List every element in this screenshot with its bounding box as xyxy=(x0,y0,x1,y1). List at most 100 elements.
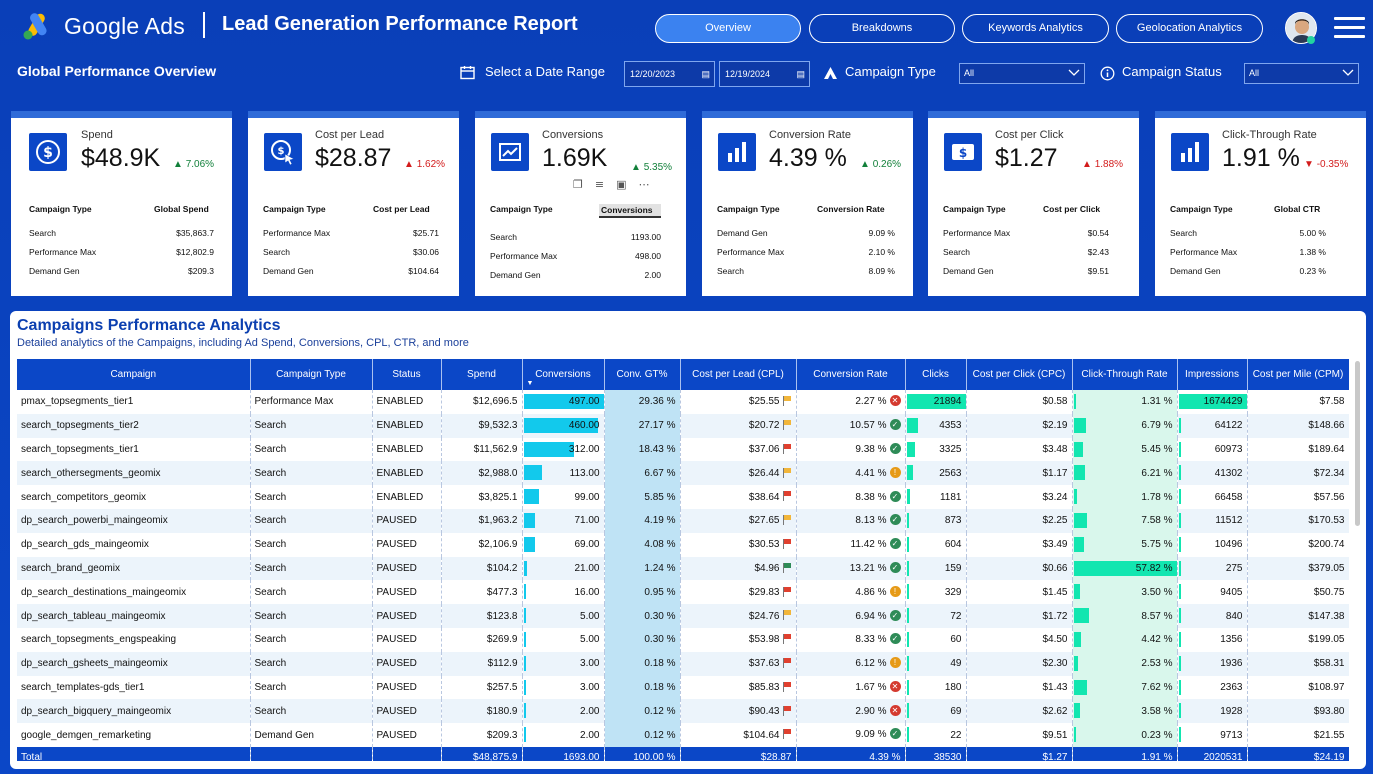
more-options-icon[interactable]: ⋯ xyxy=(638,178,662,191)
date-picker-icon[interactable]: ▤ xyxy=(796,69,805,79)
campaign-status-select[interactable]: All xyxy=(1244,63,1359,84)
report-title: Lead Generation Performance Report xyxy=(222,13,578,35)
visual-toolbar[interactable]: ❐≡▣⋯ xyxy=(573,178,662,191)
col-header-campaign[interactable]: Campaign xyxy=(17,359,251,390)
conversion-rate-cell: 4.41 %! xyxy=(796,461,906,486)
conversions-cell-bar xyxy=(523,679,526,695)
ctr-cell-bar xyxy=(1073,679,1088,695)
col-header-status[interactable]: Status xyxy=(372,359,442,390)
nav-breakdowns-button[interactable]: Breakdowns xyxy=(809,14,955,43)
hamburger-menu-icon[interactable] xyxy=(1334,17,1365,39)
kpi-value: 1.91 % xyxy=(1222,144,1300,172)
campaigns-table-container[interactable]: Campaign Campaign Type Status Spend Conv… xyxy=(17,359,1349,761)
col-header-conversion-rate[interactable]: Conversion Rate xyxy=(796,359,906,390)
table-row[interactable]: dp_search_destinations_maingeomix Search P… xyxy=(17,580,1349,605)
table-row[interactable]: search_topsegments_tier1 Search ENABLED $11… xyxy=(17,437,1349,462)
cpc-cell: $1.72 xyxy=(966,604,1073,628)
clicks-cell: 49 xyxy=(905,651,967,676)
focus-mode-icon[interactable]: ▣ xyxy=(616,178,639,191)
table-row[interactable]: search_topsegments_tier2 Search ENABLED $9,… xyxy=(17,413,1349,438)
campaign-type-cell: Search xyxy=(250,675,373,700)
table-row[interactable]: search_othersegments_geomix Search ENABLED… xyxy=(17,461,1349,486)
nav-overview-button[interactable]: Overview xyxy=(655,14,801,43)
conv-gt-cell: 0.12 % xyxy=(604,699,681,724)
clicks-cell: 604 xyxy=(905,532,967,557)
check-circle-icon: ✓ xyxy=(889,538,901,550)
campaigns-table: Campaign Campaign Type Status Spend Conv… xyxy=(17,359,1349,761)
impressions-cell: 275 xyxy=(1177,556,1248,581)
date-picker-icon[interactable]: ▤ xyxy=(701,69,710,79)
ctr-cell: 57.82 % xyxy=(1072,556,1178,581)
cpl-cell: $25.55 xyxy=(680,390,797,414)
table-row[interactable]: dp_search_gds_maingeomix Search PAUSED $2,1… xyxy=(17,532,1349,557)
campaign-name-cell: search_topsegments_tier2 xyxy=(17,413,251,438)
table-row[interactable]: google_demgen_remarketing Demand Gen PAUSE… xyxy=(17,723,1349,747)
col-header-impressions[interactable]: Impressions xyxy=(1177,359,1248,390)
ctr-cell: 3.50 % xyxy=(1072,580,1178,605)
kpi-change: ▲ 1.88% xyxy=(1082,159,1124,170)
kpi-title: Conversions xyxy=(542,129,604,141)
ctr-cell-bar xyxy=(1073,727,1076,743)
cpl-cell: $53.98 xyxy=(680,627,797,652)
col-header-spend[interactable]: Spend xyxy=(441,359,523,390)
table-row[interactable]: pmax_topsegments_tier1 Performance Max ENA… xyxy=(17,390,1349,414)
conversions-cell-bar xyxy=(523,631,526,647)
kpi-title: Conversion Rate xyxy=(769,129,851,141)
table-row[interactable]: search_brand_geomix Search PAUSED $104.2 21.… xyxy=(17,556,1349,581)
date-start-input[interactable]: 12/20/2023 ▤ xyxy=(624,61,715,87)
ctr-cell: 0.23 % xyxy=(1072,723,1178,747)
copy-icon[interactable]: ❐ xyxy=(573,178,595,191)
cpl-cell: $24.76 xyxy=(680,604,797,628)
table-row[interactable]: dp_search_bigquery_maingeomix Search PAUSE… xyxy=(17,699,1349,724)
conversions-cell: 99.00 xyxy=(522,485,605,509)
kpi-value: 1.69K xyxy=(542,144,608,172)
flag-icon xyxy=(782,610,792,621)
table-row[interactable]: search_competitors_geomix Search ENABLED $3… xyxy=(17,485,1349,509)
campaign-type-cell: Demand Gen xyxy=(250,723,373,747)
impressions-cell: 9405 xyxy=(1177,580,1248,605)
ctr-cell: 5.45 % xyxy=(1072,437,1178,462)
col-header-campaign-type[interactable]: Campaign Type xyxy=(250,359,373,390)
cpl-cell: $4.96 xyxy=(680,556,797,581)
date-end-input[interactable]: 12/19/2024 ▤ xyxy=(719,61,810,87)
cpl-cell: $38.64 xyxy=(680,485,797,509)
status-cell: PAUSED xyxy=(372,604,442,628)
kpi-card-conversions: Conversions 1.69K ▲ 5.35% ❐≡▣⋯ Campaign … xyxy=(475,111,686,296)
table-row[interactable]: dp_search_gsheets_maingeomix Search PAUSED… xyxy=(17,651,1349,676)
table-row[interactable]: search_templates-gds_tier1 Search PAUSED $2… xyxy=(17,675,1349,700)
col-header-cpc[interactable]: Cost per Click (CPC) xyxy=(966,359,1073,390)
nav-keywords-analytics-button[interactable]: Keywords Analytics xyxy=(962,14,1109,43)
kpi-card-click-through-rate: Click-Through Rate 1.91 % ▼ -0.35% Campa… xyxy=(1155,111,1366,296)
col-header-cpm[interactable]: Cost per Mile (CPM) xyxy=(1247,359,1349,390)
trend-down-icon: ▲ xyxy=(1082,159,1095,170)
table-scrollbar[interactable] xyxy=(1355,361,1360,526)
brand-name: Google Ads xyxy=(64,13,185,39)
conversion-rate-cell: 13.21 % ✓ xyxy=(796,556,906,581)
conversions-cell-bar xyxy=(523,560,527,576)
cpm-cell: $170.53 xyxy=(1247,508,1349,533)
campaign-type-select[interactable]: All xyxy=(959,63,1085,84)
kpi-change: ▲ 1.62% xyxy=(404,159,446,170)
impressions-cell-bar xyxy=(1178,655,1181,671)
col-header-conv-gt[interactable]: Conv. GT% xyxy=(604,359,681,390)
col-header-clicks[interactable]: Clicks xyxy=(905,359,967,390)
cursor-click-icon: $ xyxy=(264,133,302,171)
conversion-rate-cell: 6.12 %! xyxy=(796,651,906,676)
avatar[interactable] xyxy=(1285,12,1317,44)
cpc-cell: $2.19 xyxy=(966,413,1073,438)
table-row[interactable]: dp_search_tableau_maingeomix Search PAUSED… xyxy=(17,604,1349,628)
conversions-cell: 312.00 xyxy=(522,437,605,462)
col-header-cpl[interactable]: Cost per Lead (CPL) xyxy=(680,359,797,390)
clicks-cell: 3325 xyxy=(905,437,967,462)
cpm-cell: $189.64 xyxy=(1247,437,1349,462)
nav-geolocation-analytics-button[interactable]: Geolocation Analytics xyxy=(1116,14,1263,43)
kpi-breakdown-table: Campaign Type Conversions Search 1193.00 P… xyxy=(490,204,661,280)
col-header-conversions[interactable]: Conversions ▼ xyxy=(522,359,605,390)
table-row[interactable]: search_topsegments_engspeaking Search PAUS… xyxy=(17,627,1349,652)
table-row[interactable]: dp_search_powerbi_maingeomix Search PAUSED… xyxy=(17,508,1349,533)
conversion-rate-cell: 9.09 % ✓ xyxy=(796,723,906,747)
filter-icon[interactable]: ≡ xyxy=(594,178,617,191)
campaign-type-cell: Search xyxy=(250,651,373,676)
col-header-ctr[interactable]: Click-Through Rate xyxy=(1072,359,1178,390)
cpm-cell: $7.58 xyxy=(1247,390,1349,414)
